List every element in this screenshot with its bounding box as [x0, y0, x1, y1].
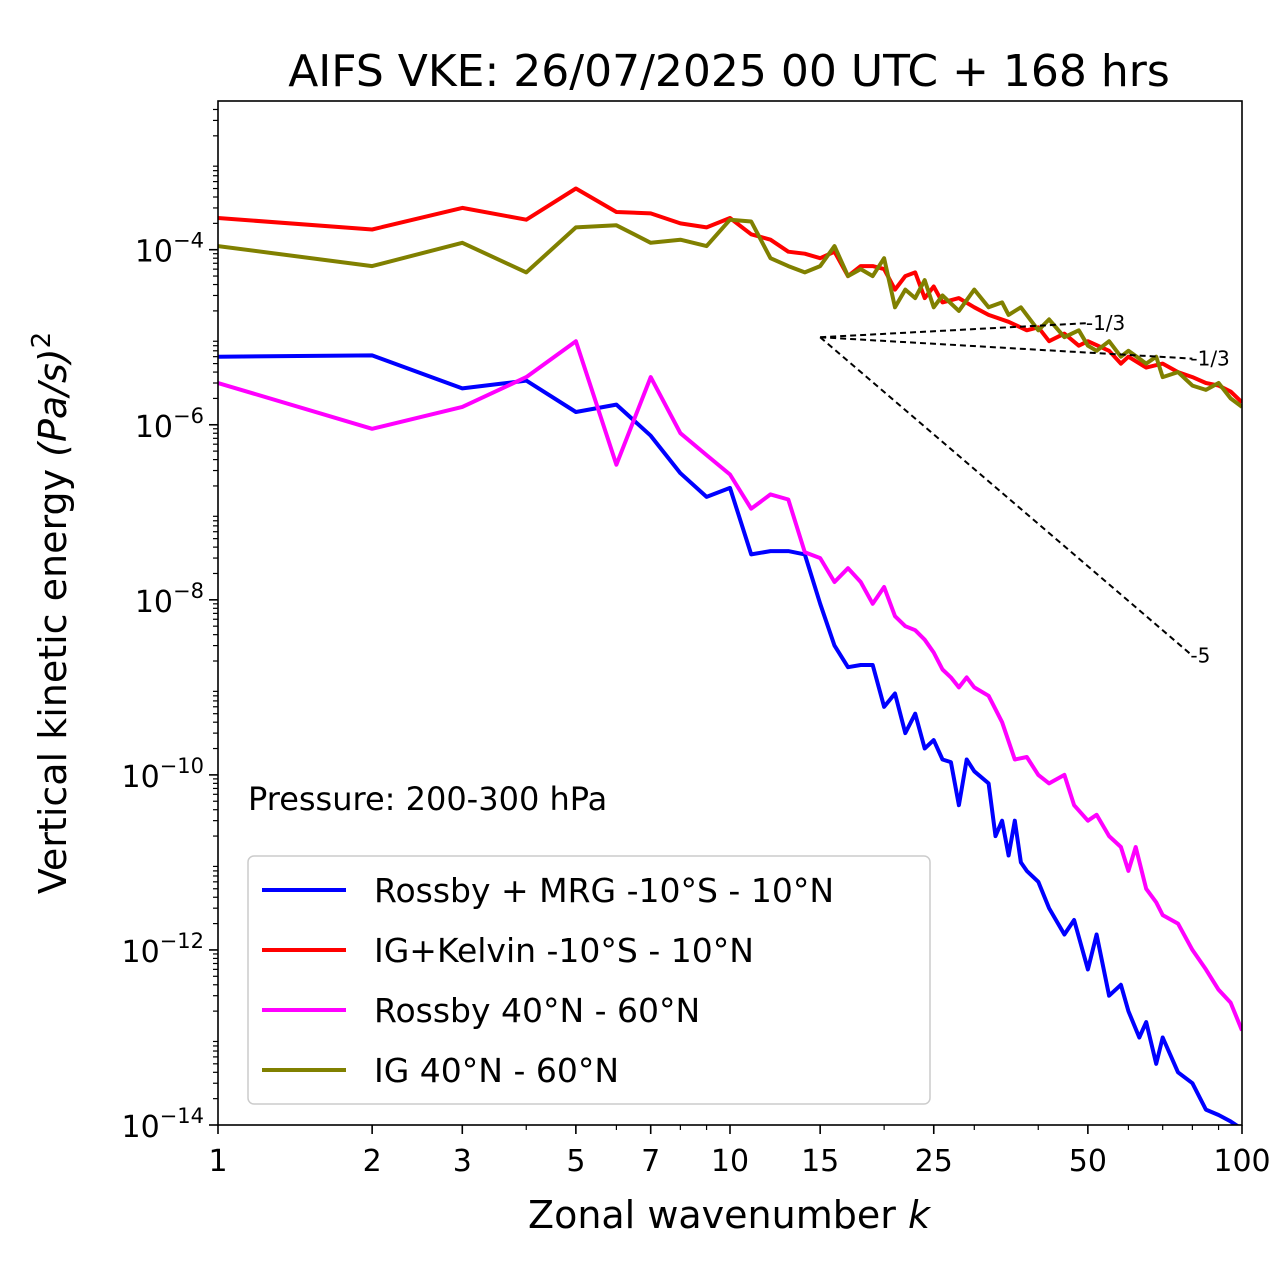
x-axis-ticks: 1 2 3 5 7 10 15 25 50 100 [208, 1125, 1271, 1179]
reference-slope-label-2: -1/3 [1190, 347, 1229, 371]
x-tick-label: 10 [711, 1144, 749, 1179]
y-axis-label: Vertical kinetic energy (Pa/s)2 [27, 332, 75, 894]
x-tick-label: 25 [915, 1144, 953, 1179]
y-tick-label: 10−4 [135, 229, 204, 270]
y-tick-label: 10−14 [121, 1104, 204, 1145]
reference-slope-layer: -1/3 -1/3 -5 [819, 311, 1230, 668]
x-tick-label: 1 [208, 1144, 227, 1179]
x-tick-label: 15 [801, 1144, 839, 1179]
x-axis-label: Zonal wavenumber k [528, 1193, 932, 1237]
reference-slope-line-2 [820, 336, 1193, 360]
y-tick-label: 10−12 [121, 929, 204, 970]
legend-box [247, 855, 931, 1105]
reference-slope-line-1 [820, 322, 1088, 339]
y-tick-label: 10−8 [135, 579, 204, 620]
series-line-ig-40-n-60-n [218, 217, 1242, 409]
legend-label-ig-40-n-60-n: IG 40°N - 60°N [374, 1051, 619, 1090]
reference-slope-label-1: -1/3 [1086, 311, 1125, 335]
reference-slope-label-3: -5 [1190, 644, 1210, 668]
x-tick-label: 2 [363, 1144, 382, 1179]
legend: Rossby + MRG -10°S - 10°N IG+Kelvin -10°S… [247, 855, 931, 1105]
x-tick-label: 7 [641, 1144, 660, 1179]
series-line-ig-kelvin-10-s-10-n [218, 186, 1242, 404]
x-tick-label: 50 [1069, 1144, 1107, 1179]
y-tick-label: 10−10 [121, 754, 204, 795]
x-tick-label: 5 [566, 1144, 585, 1179]
series-line-rossby-40-n-60-n [218, 339, 1242, 1032]
legend-label-rossby-mrg-10-s-10-n: Rossby + MRG -10°S - 10°N [374, 871, 834, 910]
y-axis-ticks: 10−14 10−12 10−10 10−8 10−6 10−4 [121, 108, 218, 1145]
series-layer [218, 186, 1242, 1125]
pressure-annotation: Pressure: 200-300 hPa [248, 780, 607, 818]
y-tick-label: 10−6 [135, 404, 204, 445]
chart-title: AIFS VKE: 26/07/2025 00 UTC + 168 hrs [288, 46, 1170, 97]
legend-label-ig-kelvin-10-s-10-n: IG+Kelvin -10°S - 10°N [374, 931, 754, 970]
reference-slope-line-3 [819, 336, 1194, 657]
x-tick-label: 100 [1213, 1144, 1270, 1179]
legend-label-rossby-40-n-60-n: Rossby 40°N - 60°N [374, 991, 700, 1030]
x-tick-label: 3 [453, 1144, 472, 1179]
series-line-rossby-mrg-10-s-10-n [218, 353, 1240, 1125]
